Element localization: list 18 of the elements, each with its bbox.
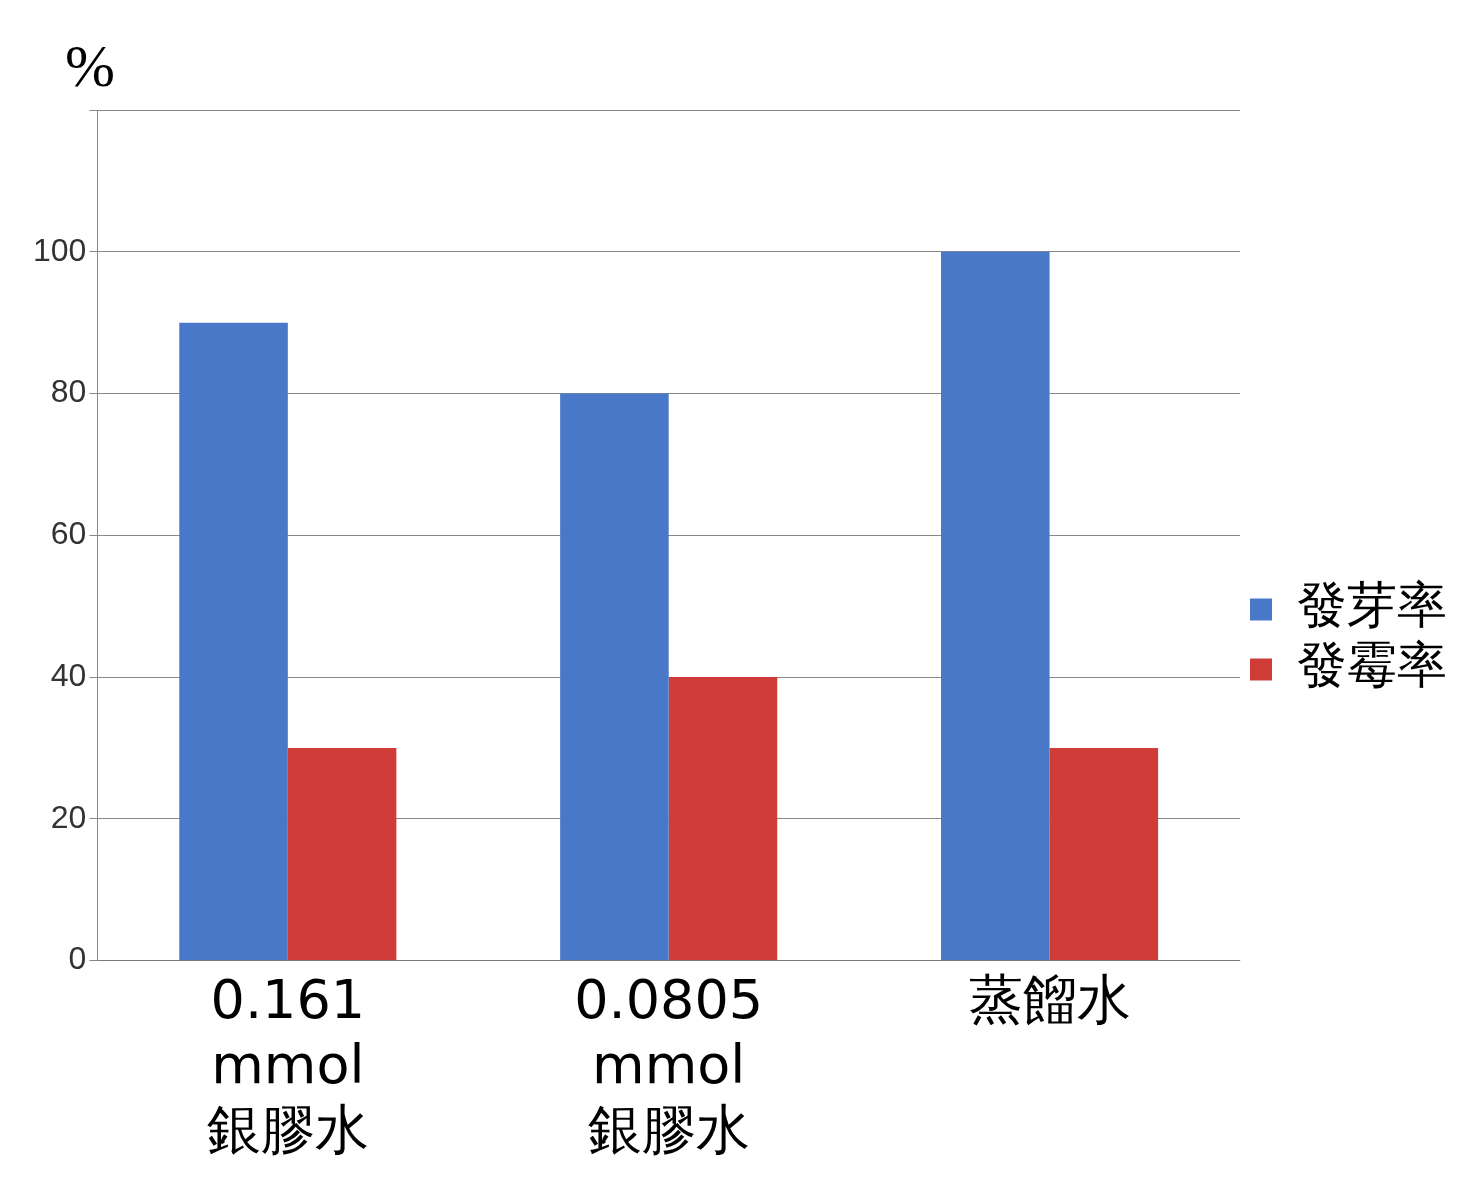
x-tick-label: 0.161 mmol 銀膠水 bbox=[206, 968, 369, 1161]
y-tick-label: 40 bbox=[50, 656, 87, 693]
y-tick-label: 0 bbox=[68, 940, 87, 977]
bar bbox=[1049, 747, 1159, 961]
bar bbox=[179, 322, 288, 961]
bar bbox=[668, 677, 778, 961]
y-tick-label: 20 bbox=[50, 798, 87, 835]
x-tick-label: 0.0805 mmol 銀膠水 bbox=[574, 968, 764, 1161]
y-tick-label: 80 bbox=[50, 373, 87, 410]
y-tick-label: 100 bbox=[33, 231, 87, 268]
legend-label: 發芽率 bbox=[1297, 576, 1447, 635]
bar bbox=[941, 251, 1050, 961]
bar bbox=[560, 393, 669, 961]
legend-label: 發霉率 bbox=[1297, 636, 1447, 695]
y-axis-title: % bbox=[65, 32, 115, 99]
bar bbox=[287, 747, 397, 961]
y-tick-label: 60 bbox=[50, 515, 87, 552]
x-tick-label: 蒸餾水 bbox=[968, 968, 1131, 1032]
